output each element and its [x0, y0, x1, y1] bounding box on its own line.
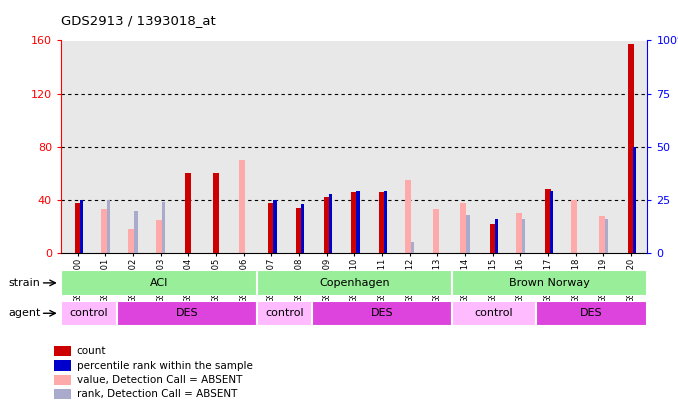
Bar: [356, 192, 359, 253]
Bar: [405, 180, 411, 253]
Bar: [256, 270, 452, 296]
Bar: [61, 301, 117, 326]
Bar: [329, 194, 332, 253]
Bar: [256, 301, 313, 326]
Bar: [411, 243, 414, 253]
Bar: [379, 192, 385, 253]
Bar: [134, 211, 138, 253]
Text: agent: agent: [8, 308, 41, 318]
Bar: [433, 209, 439, 253]
Bar: [516, 213, 522, 253]
Bar: [75, 202, 81, 253]
Bar: [545, 189, 551, 253]
Bar: [162, 202, 165, 253]
Bar: [213, 173, 219, 253]
Bar: [239, 160, 245, 253]
Text: Brown Norway: Brown Norway: [509, 278, 590, 288]
Bar: [628, 45, 634, 253]
Bar: [452, 301, 536, 326]
Bar: [268, 202, 275, 253]
Bar: [605, 219, 608, 253]
Text: count: count: [77, 346, 106, 356]
Text: control: control: [475, 308, 513, 318]
Bar: [79, 200, 83, 253]
Text: control: control: [265, 308, 304, 318]
Bar: [54, 389, 71, 399]
Bar: [273, 200, 277, 253]
Bar: [536, 301, 647, 326]
Text: GDS2913 / 1393018_at: GDS2913 / 1393018_at: [61, 14, 216, 27]
Bar: [301, 204, 304, 253]
Bar: [156, 220, 162, 253]
Text: ACI: ACI: [150, 278, 168, 288]
Text: DES: DES: [580, 308, 603, 318]
Bar: [54, 346, 71, 356]
Bar: [452, 270, 647, 296]
Bar: [599, 216, 605, 253]
Bar: [313, 301, 452, 326]
Bar: [323, 197, 330, 253]
Bar: [106, 200, 110, 253]
Bar: [61, 270, 256, 296]
Bar: [633, 147, 636, 253]
Text: control: control: [70, 308, 108, 318]
Text: value, Detection Call = ABSENT: value, Detection Call = ABSENT: [77, 375, 242, 385]
Bar: [185, 173, 191, 253]
Bar: [466, 215, 470, 253]
Bar: [128, 229, 134, 253]
Text: DES: DES: [176, 308, 198, 318]
Bar: [54, 375, 71, 385]
Bar: [490, 224, 496, 253]
Bar: [117, 301, 256, 326]
Text: rank, Detection Call = ABSENT: rank, Detection Call = ABSENT: [77, 389, 237, 399]
Text: Copenhagen: Copenhagen: [319, 278, 390, 288]
Text: strain: strain: [8, 278, 40, 288]
Bar: [494, 219, 498, 253]
Bar: [460, 202, 466, 253]
Bar: [384, 192, 387, 253]
Bar: [571, 200, 577, 253]
Text: percentile rank within the sample: percentile rank within the sample: [77, 360, 252, 371]
Bar: [101, 209, 107, 253]
Bar: [521, 219, 525, 253]
Bar: [296, 208, 302, 253]
Bar: [351, 192, 357, 253]
Text: DES: DES: [371, 308, 393, 318]
Bar: [54, 360, 71, 371]
Bar: [550, 192, 553, 253]
